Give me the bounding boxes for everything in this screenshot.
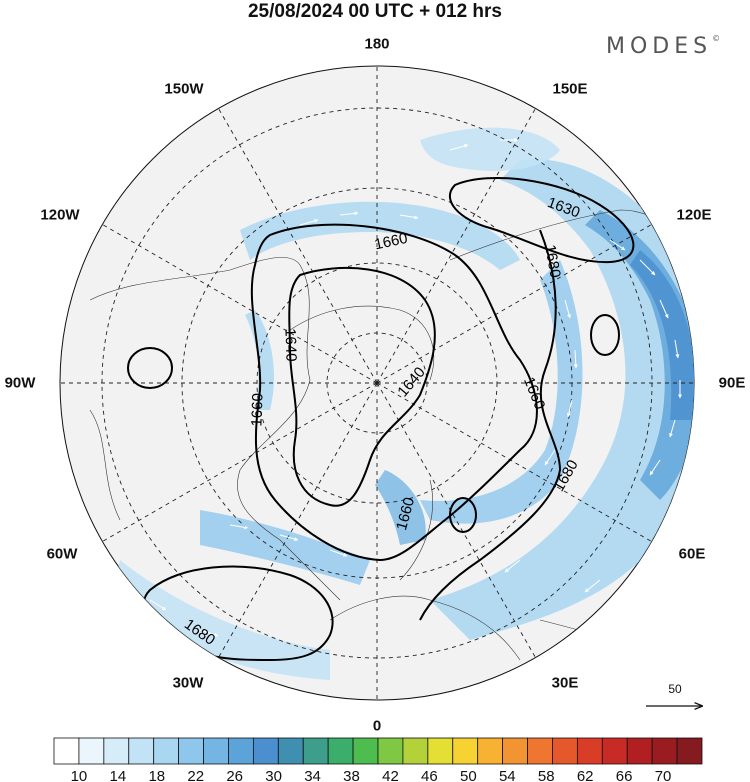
longitude-label-60e: 60E — [678, 545, 706, 563]
longitude-label-60w: 60W — [46, 545, 78, 563]
chart-title: 25/08/2024 00 UTC + 012 hrs — [247, 1, 503, 22]
longitude-label-120e: 120E — [676, 206, 712, 224]
high-cell-west — [127, 347, 173, 389]
contour-1630 — [448, 176, 635, 264]
longitude-label-30w: 30W — [172, 674, 204, 692]
wind-vectors — [149, 138, 682, 637]
jet-band-top — [420, 127, 560, 171]
contour-label: 1660 — [248, 393, 266, 427]
jet-band-south — [420, 260, 583, 524]
contour-label: 1680 — [541, 243, 564, 279]
longitude-label-90e: 90E — [718, 374, 746, 392]
graticule — [60, 66, 694, 700]
longitude-label-90w: 90W — [4, 374, 36, 392]
jet-band-west — [200, 510, 370, 585]
contour-1640 — [288, 267, 436, 507]
contour-1660 — [250, 223, 538, 562]
jet-core-east-inner — [630, 250, 694, 420]
longitude-label-0: 0 — [372, 717, 382, 735]
longitude-label-150e: 150E — [552, 80, 588, 98]
longitude-label-30e: 30E — [551, 674, 579, 692]
longitude-label-180: 180 — [364, 35, 390, 53]
brand-text: MODES — [606, 34, 713, 59]
longitude-label-120w: 120W — [40, 206, 80, 224]
contour-1680-east — [419, 229, 562, 621]
contour-label: 1660 — [373, 230, 409, 254]
copyright-mark: © — [712, 34, 721, 43]
wind-shading — [110, 127, 694, 680]
longitude-label-150w: 150W — [164, 80, 204, 98]
high-cell-east — [590, 314, 620, 356]
brand-logo: MODES© — [606, 34, 720, 59]
jet-band-europe — [375, 470, 426, 545]
jet-band-north — [240, 201, 520, 270]
jet-band-atlantic — [110, 560, 330, 680]
contour-label: 1640 — [281, 328, 299, 362]
high-cell-europe — [449, 497, 477, 533]
jet-core-east — [585, 210, 694, 500]
